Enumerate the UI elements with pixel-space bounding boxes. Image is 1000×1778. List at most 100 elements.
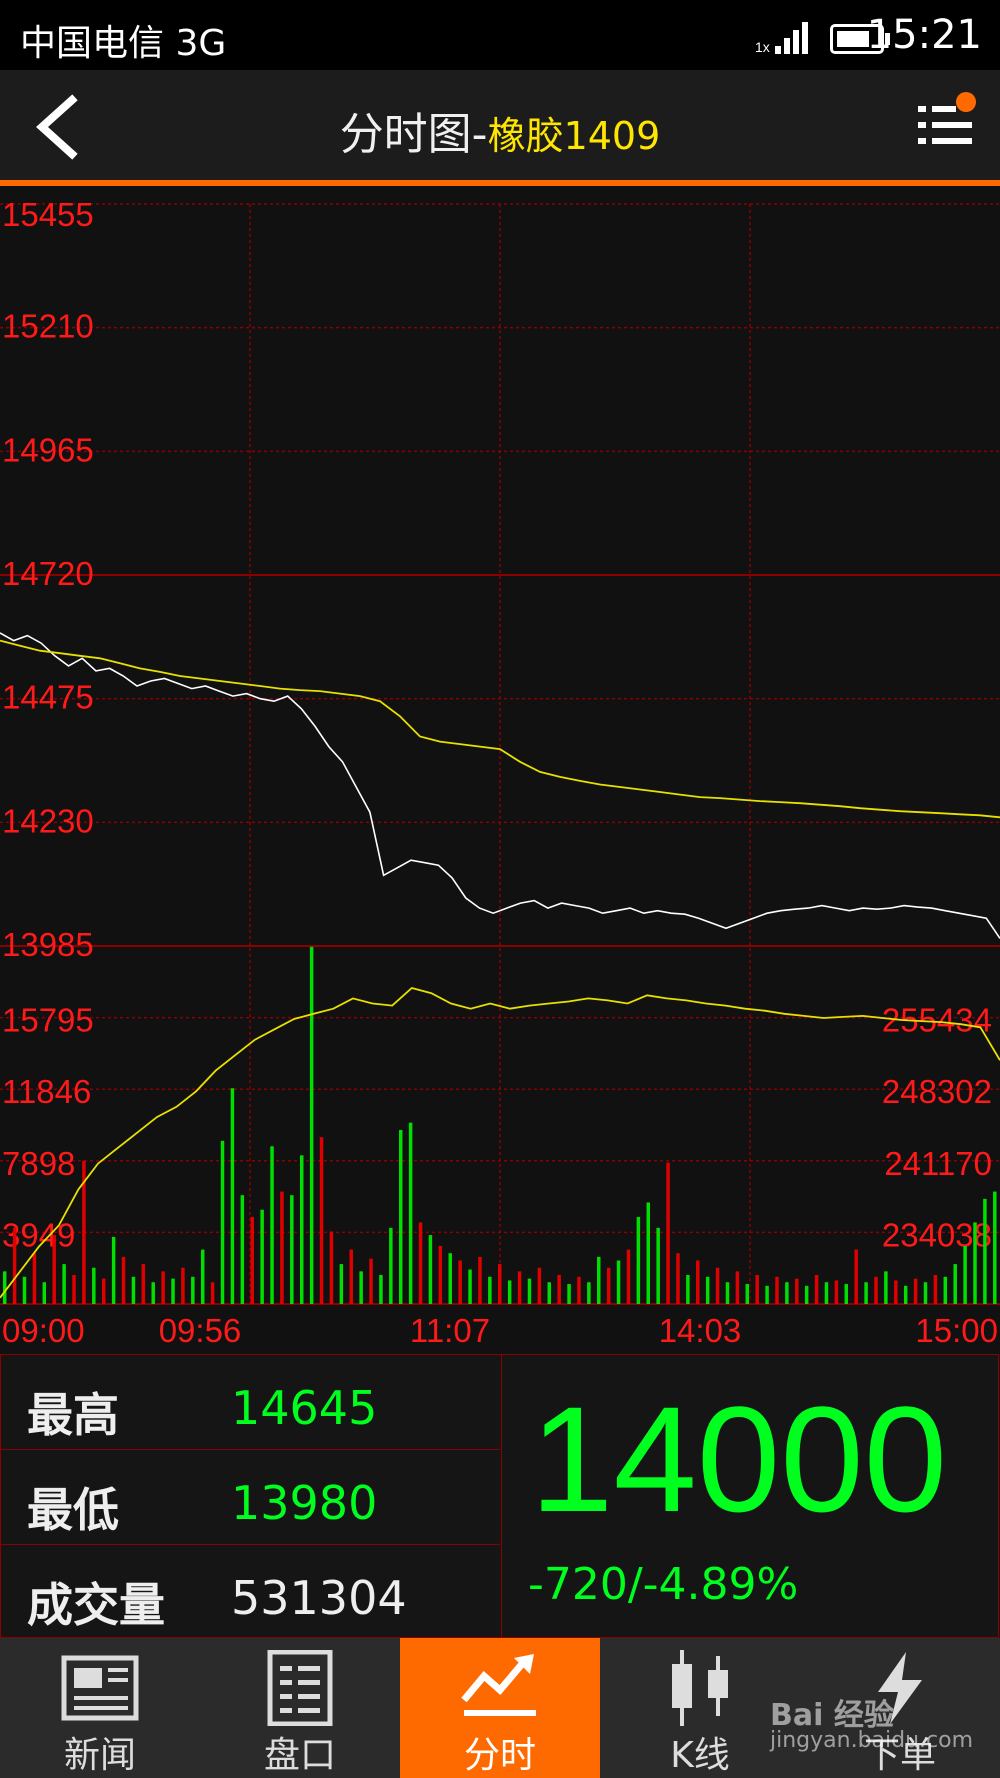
volume-bar bbox=[339, 1264, 344, 1304]
intraday-chart[interactable]: 15455 15210 14965 14720 14475 14230 13985 15795… bbox=[0, 186, 1000, 1354]
volume-tick-label-1: 11846 bbox=[2, 1073, 91, 1110]
price-line bbox=[0, 632, 1000, 939]
average-price-line bbox=[0, 639, 1000, 819]
battery-icon bbox=[830, 24, 890, 54]
volume-bar bbox=[478, 1256, 482, 1304]
volume-bar bbox=[686, 1274, 690, 1304]
tab-orderbook[interactable]: 盘口 bbox=[200, 1638, 400, 1778]
volume-bar bbox=[42, 1282, 47, 1304]
volume-bar bbox=[270, 1146, 274, 1304]
volume-bar bbox=[161, 1271, 165, 1304]
volume-bar bbox=[844, 1284, 849, 1304]
volume-bar bbox=[933, 1274, 938, 1304]
volume-bar bbox=[745, 1284, 750, 1304]
volume-bar bbox=[240, 1195, 245, 1304]
low-value: 13980 bbox=[231, 1476, 378, 1530]
lightning-icon bbox=[878, 1652, 922, 1724]
volume-bar bbox=[983, 1198, 987, 1304]
price-change: -720/-4.89% bbox=[528, 1559, 799, 1610]
volume-bar bbox=[547, 1282, 551, 1304]
volume-bar bbox=[804, 1285, 809, 1304]
chart-svg: 15455 15210 14965 14720 14475 14230 13985 15795… bbox=[0, 196, 1000, 1349]
volume-bar bbox=[725, 1282, 730, 1304]
volume-bar bbox=[507, 1280, 512, 1304]
page-title-text: 分时图- bbox=[339, 109, 488, 160]
volume-bar bbox=[666, 1162, 670, 1304]
volume-bar bbox=[121, 1256, 126, 1304]
volume-bar bbox=[597, 1256, 601, 1304]
volume-bar bbox=[517, 1271, 522, 1304]
volume-bar bbox=[52, 1235, 56, 1304]
volume-bar bbox=[151, 1282, 155, 1304]
volume-bar bbox=[32, 1253, 37, 1304]
watermark-url: jingyan.baidu.com bbox=[770, 1728, 974, 1753]
volume-bar bbox=[408, 1122, 413, 1304]
tab-intraday[interactable]: 分时 bbox=[400, 1638, 600, 1778]
volume-bar bbox=[903, 1285, 908, 1304]
volume-bar bbox=[705, 1276, 710, 1304]
volume-bar bbox=[696, 1260, 700, 1304]
volume-bar bbox=[329, 1231, 334, 1304]
instrument-name: 橡胶1409 bbox=[487, 114, 661, 158]
volume-bar bbox=[191, 1276, 195, 1304]
volume-bar bbox=[210, 1282, 215, 1304]
volume-bar bbox=[894, 1280, 898, 1304]
volume-row: 成交量 531304 bbox=[1, 1545, 500, 1639]
volume-bar bbox=[359, 1271, 363, 1304]
volume-tick-label-0: 15795 bbox=[2, 1002, 94, 1039]
list-document-icon bbox=[267, 1650, 333, 1726]
volume-bar bbox=[676, 1253, 680, 1304]
volume-bar bbox=[953, 1264, 957, 1304]
volume-bar bbox=[418, 1222, 423, 1304]
volume-bar bbox=[92, 1267, 96, 1304]
volume-bar bbox=[72, 1274, 76, 1304]
volume-bar bbox=[527, 1278, 532, 1304]
high-label: 最高 bbox=[27, 1388, 119, 1442]
volume-bar bbox=[389, 1227, 393, 1304]
quote-panel: 最高 14645 最低 13980 成交量 531304 14000 -720/… bbox=[0, 1354, 1000, 1638]
menu-list-icon[interactable] bbox=[916, 100, 976, 150]
volume-bar bbox=[854, 1249, 858, 1304]
trend-line-icon bbox=[461, 1654, 536, 1716]
volume-bar bbox=[814, 1274, 819, 1304]
volume-bar bbox=[399, 1129, 403, 1304]
volume-bar bbox=[567, 1284, 571, 1304]
volume-bar bbox=[468, 1269, 472, 1304]
tab-order-label: 下单 bbox=[863, 1735, 936, 1776]
high-value: 14645 bbox=[231, 1381, 378, 1435]
volume-bar bbox=[755, 1274, 759, 1304]
signal-label: 1x bbox=[755, 39, 770, 55]
tab-kline[interactable]: K线 bbox=[600, 1638, 800, 1778]
volume-bar bbox=[874, 1276, 878, 1304]
time-tick-label-3: 14:03 bbox=[659, 1312, 742, 1349]
volume-bar bbox=[141, 1264, 146, 1304]
tab-order[interactable]: 下单 bbox=[800, 1638, 1000, 1778]
volume-bar bbox=[250, 1216, 254, 1304]
tab-news[interactable]: 新闻 bbox=[0, 1638, 200, 1778]
price-tick-label-3: 14720 bbox=[2, 555, 94, 592]
volume-value: 531304 bbox=[231, 1571, 407, 1625]
volume-bar bbox=[428, 1235, 433, 1304]
volume-bar bbox=[230, 1088, 235, 1304]
candlestick-icon bbox=[672, 1650, 728, 1726]
volume-bar bbox=[260, 1209, 264, 1304]
quote-stats: 最高 14645 最低 13980 成交量 531304 bbox=[0, 1354, 502, 1638]
volume-bar bbox=[943, 1276, 948, 1304]
bottom-tab-bar: 新闻 盘口 分时 K线 下单 bbox=[0, 1638, 1000, 1778]
time-tick-label-0: 09:00 bbox=[2, 1312, 85, 1349]
volume-bar bbox=[290, 1195, 294, 1304]
time-tick-label-4: 15:00 bbox=[915, 1312, 998, 1349]
back-arrow-icon[interactable] bbox=[30, 92, 90, 162]
volume-bar bbox=[131, 1276, 136, 1304]
price-tick-label-2: 14965 bbox=[2, 431, 94, 468]
last-price-box: 14000 -720/-4.89% bbox=[500, 1354, 999, 1638]
volume-bar bbox=[993, 1191, 997, 1304]
open-interest-tick-label-2: 241170 bbox=[884, 1145, 992, 1182]
volume-bar bbox=[834, 1280, 839, 1304]
volume-tick-label-2: 7898 bbox=[2, 1145, 75, 1182]
signal-icon: 1x bbox=[755, 22, 808, 55]
app-header: 分时图-橡胶1409 bbox=[0, 70, 1000, 186]
volume-bar bbox=[913, 1278, 918, 1304]
volume-bar bbox=[587, 1282, 591, 1304]
volume-bar bbox=[557, 1274, 561, 1304]
